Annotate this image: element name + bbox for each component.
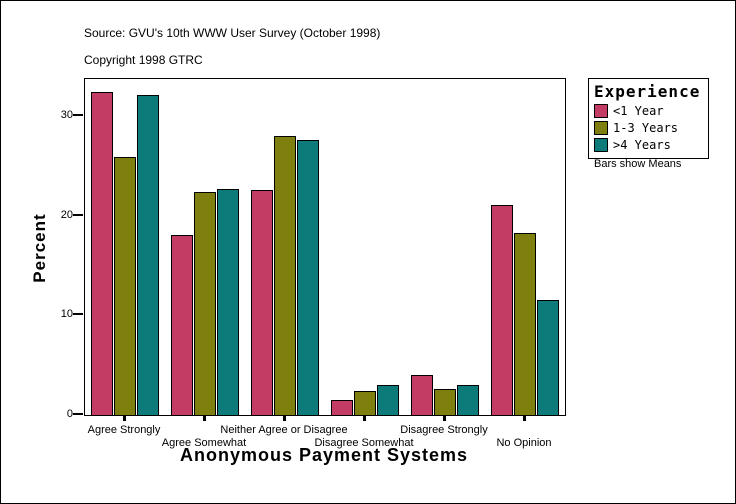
- x-tick-mark-cat4: [443, 415, 446, 421]
- legend-swatch-icon: [594, 121, 608, 135]
- y-tick-label-0: 0: [66, 408, 73, 420]
- legend-box: Experience <1 Year 1-3 Years >4 Years: [588, 78, 709, 159]
- legend-note: Bars show Means: [594, 158, 682, 170]
- legend-label: <1 Year: [613, 104, 664, 118]
- legend-label: 1-3 Years: [613, 121, 679, 135]
- bar-1-3-years-cat0: [114, 157, 136, 415]
- legend-swatch-icon: [594, 104, 608, 118]
- bar-1-3-years-cat4: [434, 389, 456, 415]
- legend-item--1-year: <1 Year: [594, 104, 704, 118]
- category-label-cat0: Agree Strongly: [87, 424, 161, 436]
- bar--1-year-cat0: [91, 92, 113, 415]
- x-axis-title: Anonymous Payment Systems: [179, 445, 469, 465]
- bar--1-year-cat2: [251, 190, 273, 415]
- bar-1-3-years-cat2: [274, 136, 296, 415]
- y-tick-label-10: 10: [60, 308, 73, 320]
- bar--4-years-cat0: [137, 95, 159, 415]
- bar-1-3-years-cat3: [354, 391, 376, 415]
- bar-1-3-years-cat5: [514, 233, 536, 415]
- category-label-cat3: Disagree Somewhat: [314, 437, 414, 449]
- bar--1-year-cat5: [491, 205, 513, 415]
- category-label-cat4: Disagree Strongly: [400, 424, 488, 436]
- bar-1-3-years-cat1: [194, 192, 216, 415]
- legend-swatch-icon: [594, 138, 608, 152]
- bar--1-year-cat4: [411, 375, 433, 415]
- source-text: Source: GVU's 10th WWW User Survey (Octo…: [84, 26, 381, 40]
- x-tick-mark-cat2: [283, 415, 286, 421]
- legend-item-1-3-years: 1-3 Years: [594, 121, 704, 135]
- bar--4-years-cat2: [297, 140, 319, 415]
- y-tick-label-30: 30: [60, 109, 73, 121]
- bar--1-year-cat3: [331, 400, 353, 415]
- bar--4-years-cat3: [377, 385, 399, 415]
- plot-area: [84, 78, 566, 416]
- y-tick-mark-20: [73, 214, 83, 216]
- legend-title: Experience: [594, 82, 701, 101]
- legend-items: <1 Year 1-3 Years >4 Years: [594, 104, 704, 152]
- legend-item--4-years: >4 Years: [594, 138, 704, 152]
- bar--1-year-cat1: [171, 235, 193, 415]
- category-label-cat1: Agree Somewhat: [161, 437, 247, 449]
- y-tick-mark-0: [73, 413, 83, 415]
- legend-label: >4 Years: [613, 138, 671, 152]
- x-tick-mark-cat0: [123, 415, 126, 421]
- y-tick-mark-10: [73, 313, 83, 315]
- bar--4-years-cat5: [537, 300, 559, 415]
- bar--4-years-cat1: [217, 189, 239, 415]
- x-tick-mark-cat1: [203, 415, 206, 421]
- bar--4-years-cat4: [457, 385, 479, 415]
- y-tick-label-20: 20: [60, 209, 73, 221]
- y-axis-title: Percent: [30, 213, 49, 283]
- x-tick-mark-cat5: [523, 415, 526, 421]
- category-label-cat5: No Opinion: [496, 437, 552, 449]
- y-tick-mark-30: [73, 114, 83, 116]
- category-label-cat2: Neither Agree or Disagree: [220, 424, 348, 436]
- x-tick-mark-cat3: [363, 415, 366, 421]
- copyright-text: Copyright 1998 GTRC: [84, 53, 203, 67]
